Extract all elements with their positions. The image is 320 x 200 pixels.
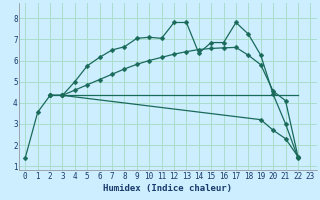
X-axis label: Humidex (Indice chaleur): Humidex (Indice chaleur) (103, 184, 232, 193)
